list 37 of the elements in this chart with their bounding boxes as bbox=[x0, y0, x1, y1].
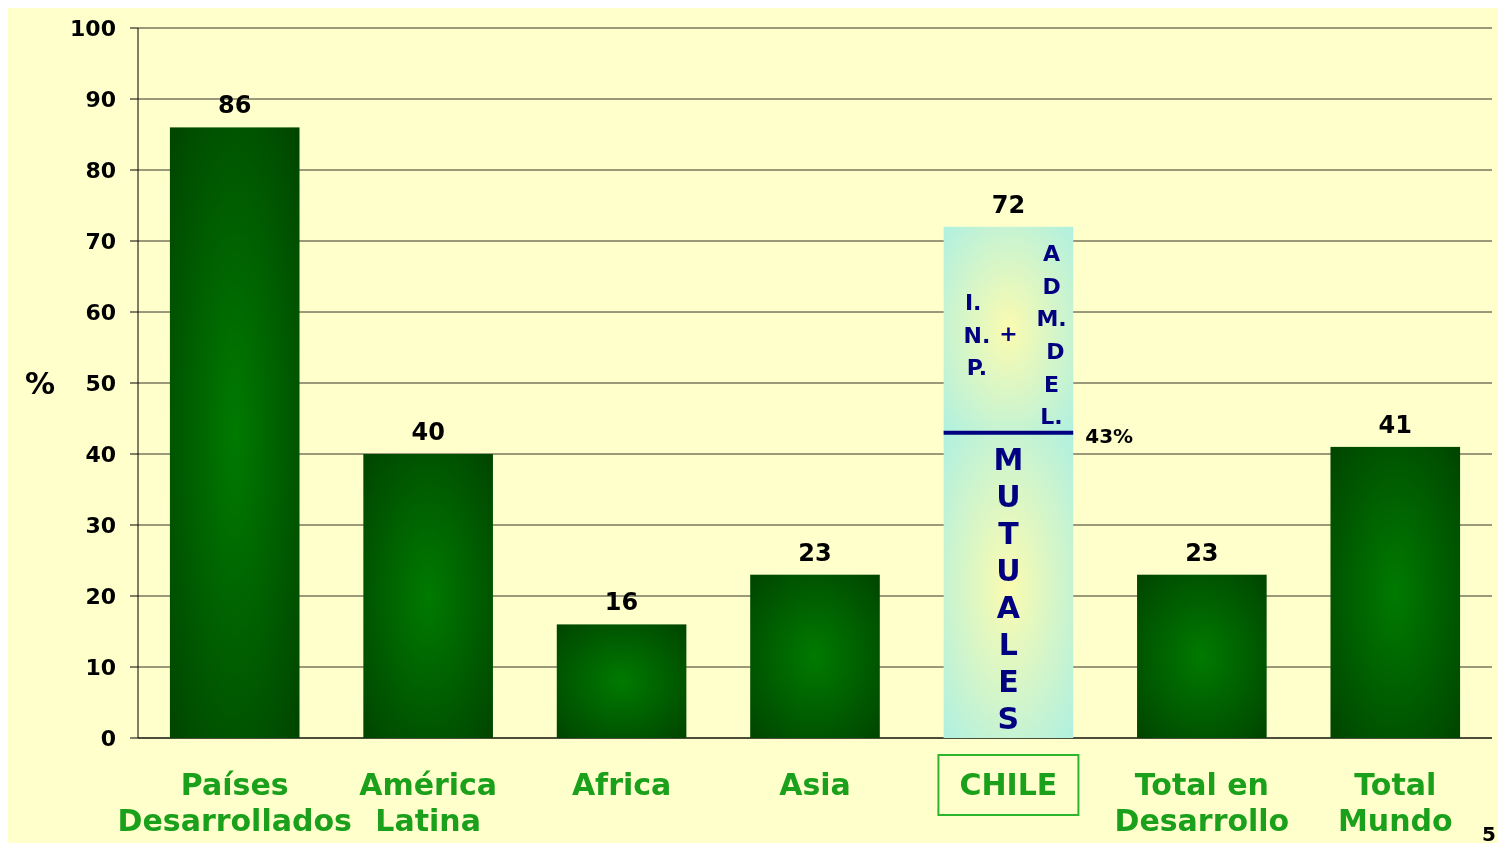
total-label: 23 bbox=[798, 538, 832, 567]
y-tick-label: 70 bbox=[85, 228, 116, 254]
legend-label: MUTUALES bbox=[993, 442, 1024, 736]
x-tick-label: Países Desarrollados bbox=[117, 767, 352, 838]
x-tick-label: Asia bbox=[779, 767, 851, 802]
total-label: 16 bbox=[604, 588, 639, 617]
y-tick-label: 20 bbox=[85, 583, 116, 609]
bar bbox=[750, 574, 880, 738]
x-tick-label: Total Mundo bbox=[1337, 767, 1453, 838]
total-label: 23 bbox=[1185, 538, 1219, 567]
total-label: 41 bbox=[1378, 410, 1412, 439]
total-label: 40 bbox=[411, 418, 445, 446]
y-tick-label: 10 bbox=[85, 654, 116, 680]
x-tick-label: América Latina bbox=[359, 767, 498, 838]
y-tick-label: 0 bbox=[100, 725, 116, 751]
x-tick-label: Total en Desarrollo bbox=[1114, 767, 1290, 838]
annotation: 43% bbox=[1085, 423, 1134, 448]
text: 5 bbox=[1482, 822, 1496, 843]
y-tick-label: 90 bbox=[85, 86, 116, 112]
bar bbox=[556, 624, 687, 738]
y-axis-title: % bbox=[24, 365, 56, 401]
bar bbox=[943, 226, 1074, 433]
y-tick-label: 100 bbox=[70, 15, 116, 41]
y-tick-label: 40 bbox=[85, 441, 116, 467]
y-tick-label: 50 bbox=[85, 370, 116, 396]
y-tick-label: 80 bbox=[85, 157, 116, 183]
bar bbox=[363, 454, 493, 738]
total-label: 86 bbox=[218, 91, 252, 120]
bar bbox=[169, 127, 300, 738]
total-label: 72 bbox=[991, 190, 1026, 219]
bar bbox=[1137, 574, 1267, 738]
y-tick-label: 30 bbox=[85, 512, 116, 538]
x-tick-label: CHILE bbox=[959, 767, 1058, 802]
y-tick-label: 60 bbox=[85, 299, 116, 325]
bar bbox=[1330, 446, 1461, 738]
x-tick-label: Africa bbox=[571, 767, 672, 802]
bar bbox=[943, 432, 1074, 738]
